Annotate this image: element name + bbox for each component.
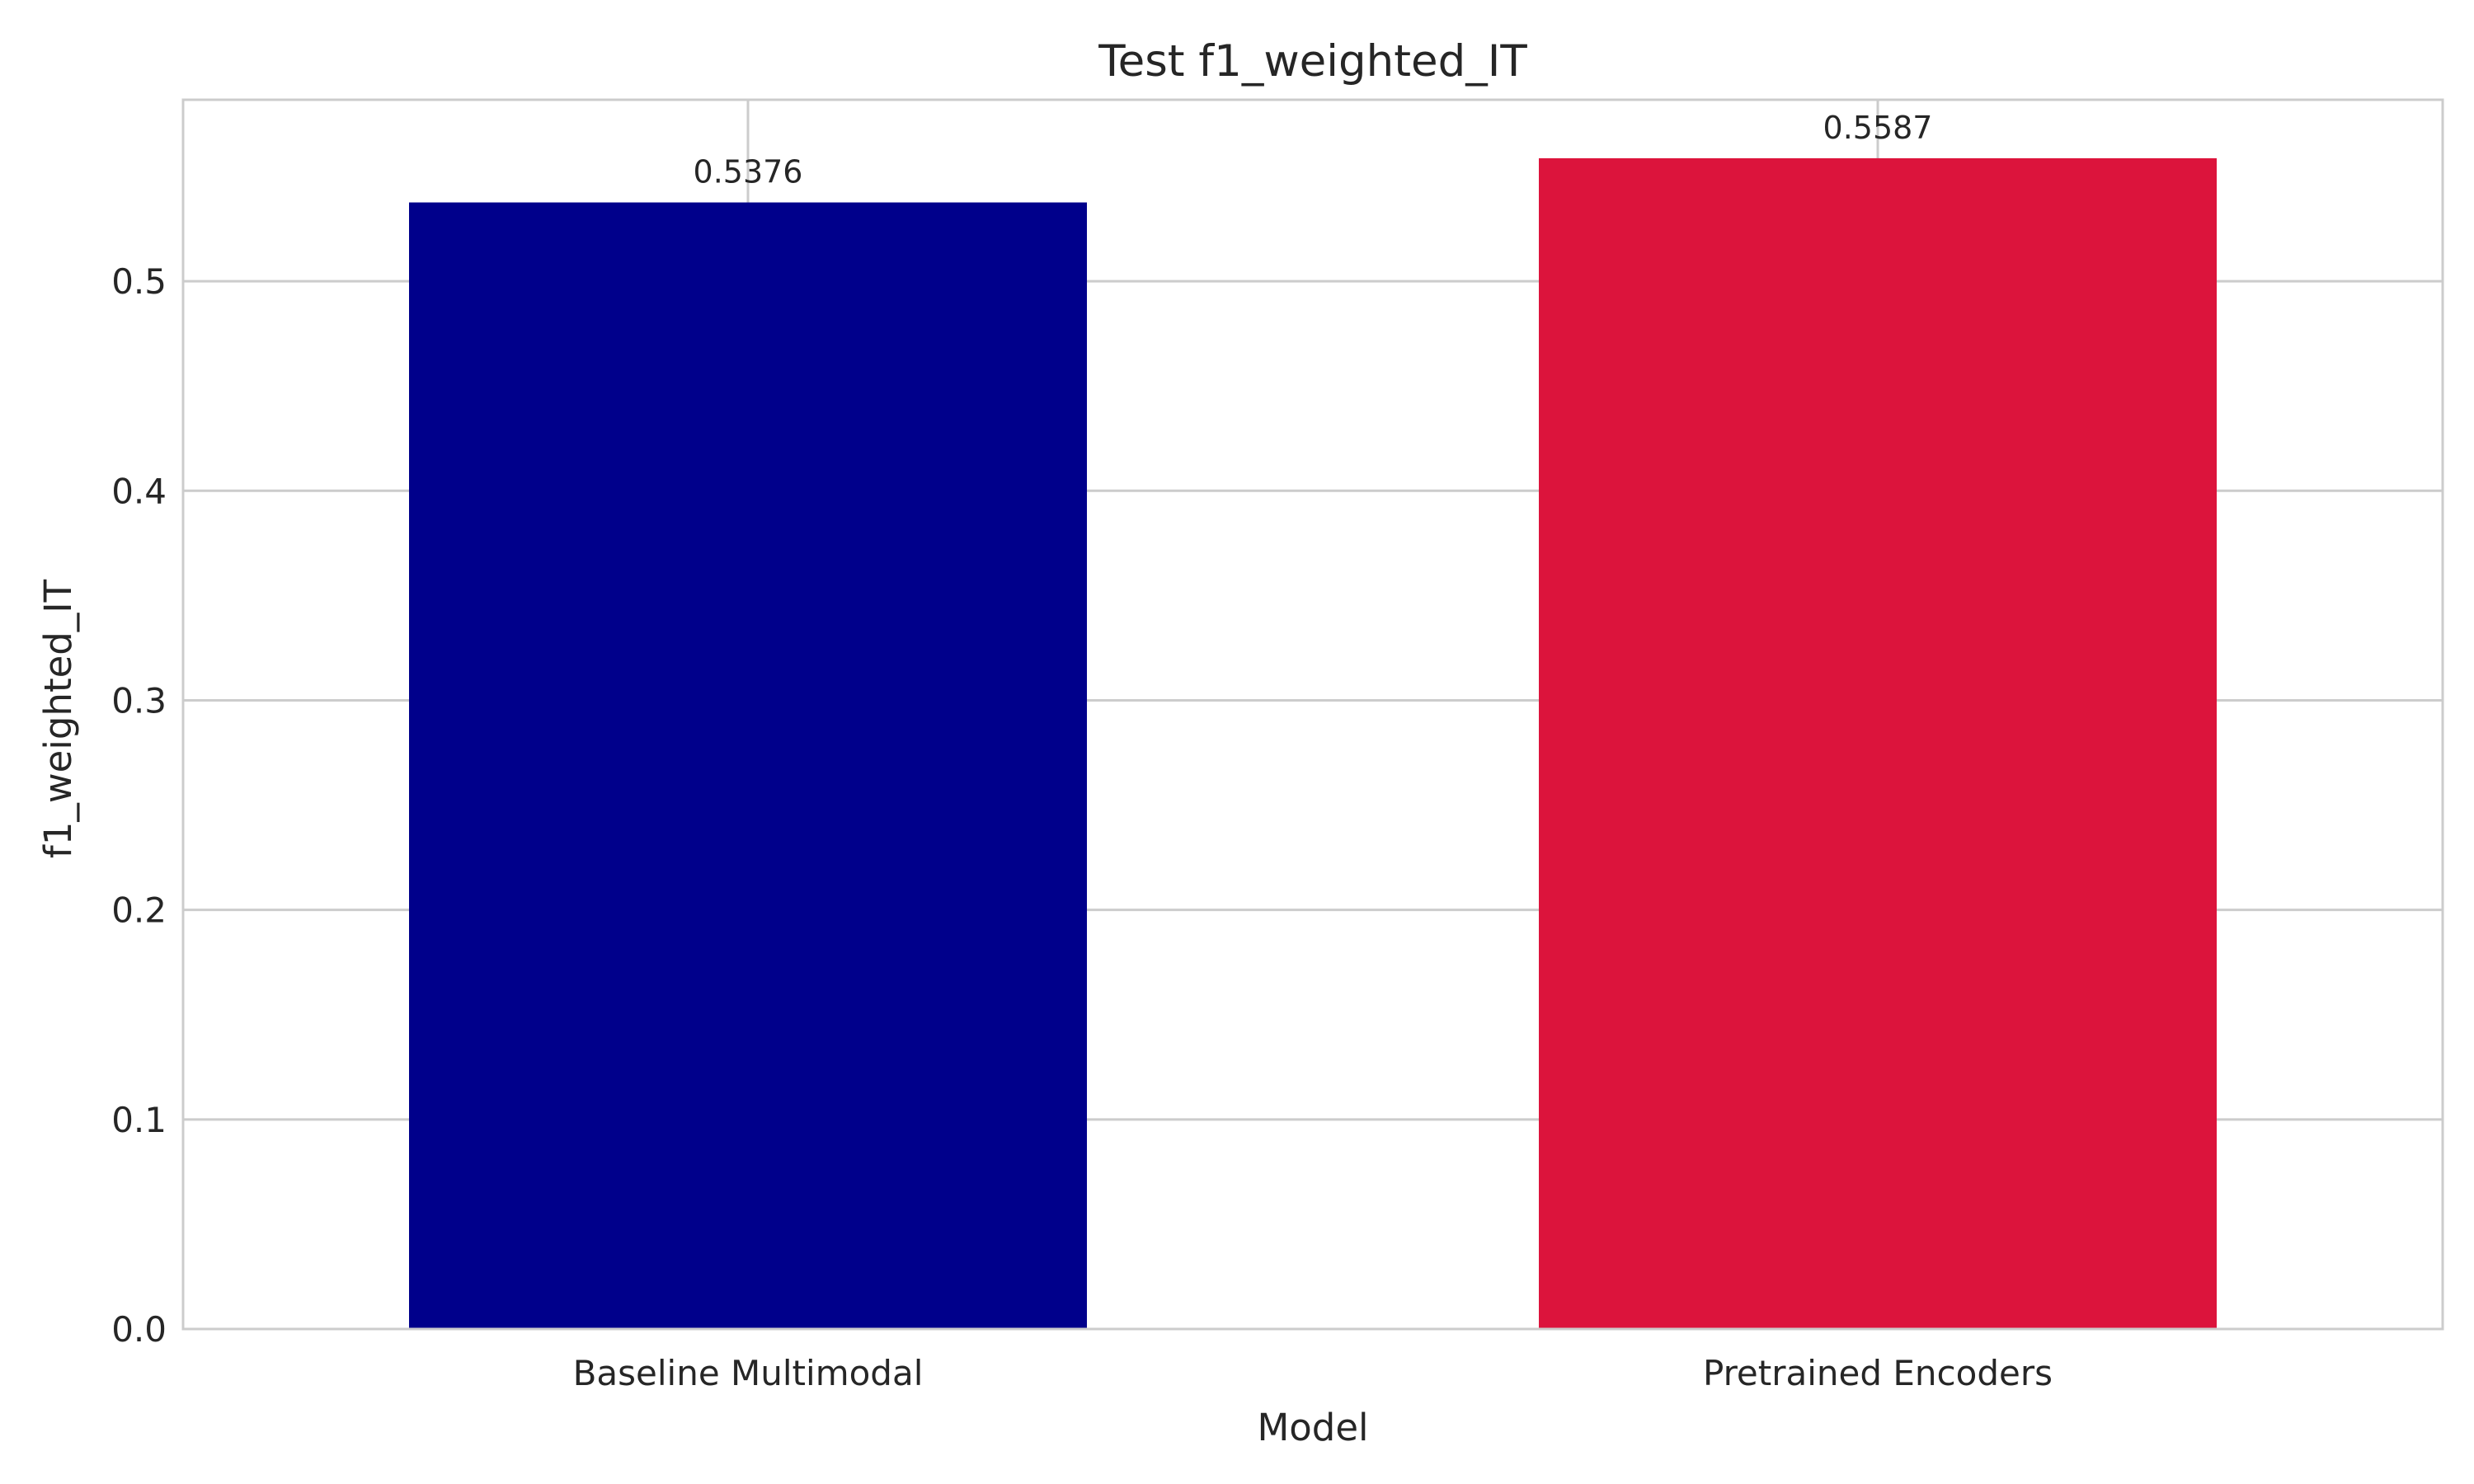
x-tick-label: Pretrained Encoders xyxy=(1703,1353,2053,1393)
y-tick-label: 0.0 xyxy=(111,1309,167,1350)
chart-title: Test f1_weighted_IT xyxy=(1098,36,1527,87)
y-tick-label: 0.5 xyxy=(111,261,167,302)
y-tick-label: 0.3 xyxy=(111,680,167,721)
bar-layer xyxy=(409,157,2217,1330)
data-label: 0.5587 xyxy=(1823,110,1933,146)
x-tick-label: Baseline Multimodal xyxy=(573,1353,924,1393)
bar xyxy=(409,202,1087,1330)
y-axis-label: f1_weighted_IT xyxy=(36,579,80,858)
y-tick-label: 0.2 xyxy=(111,890,167,931)
x-axis-label: Model xyxy=(1257,1406,1368,1449)
y-tick-labels: 0.0 0.1 0.2 0.3 0.4 0.5 xyxy=(111,261,167,1350)
x-tick-labels: Baseline Multimodal Pretrained Encoders xyxy=(573,1353,2053,1393)
plot-frame xyxy=(181,98,2444,1331)
y-tick-label: 0.1 xyxy=(111,1100,167,1140)
data-labels: 0.5376 0.5587 xyxy=(694,110,1933,190)
data-label: 0.5376 xyxy=(694,154,803,190)
bar xyxy=(1539,157,2217,1329)
y-tick-label: 0.4 xyxy=(111,471,167,511)
